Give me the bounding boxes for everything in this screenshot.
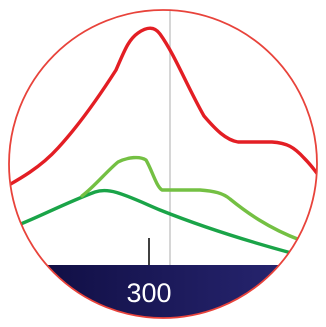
readout-value: 300	[126, 278, 171, 308]
series-line-primary	[9, 26, 317, 192]
series-line-secondary	[80, 155, 317, 248]
series-line-tertiary	[9, 188, 317, 264]
lens-ring[interactable]	[8, 9, 318, 319]
lens-background	[9, 10, 317, 318]
